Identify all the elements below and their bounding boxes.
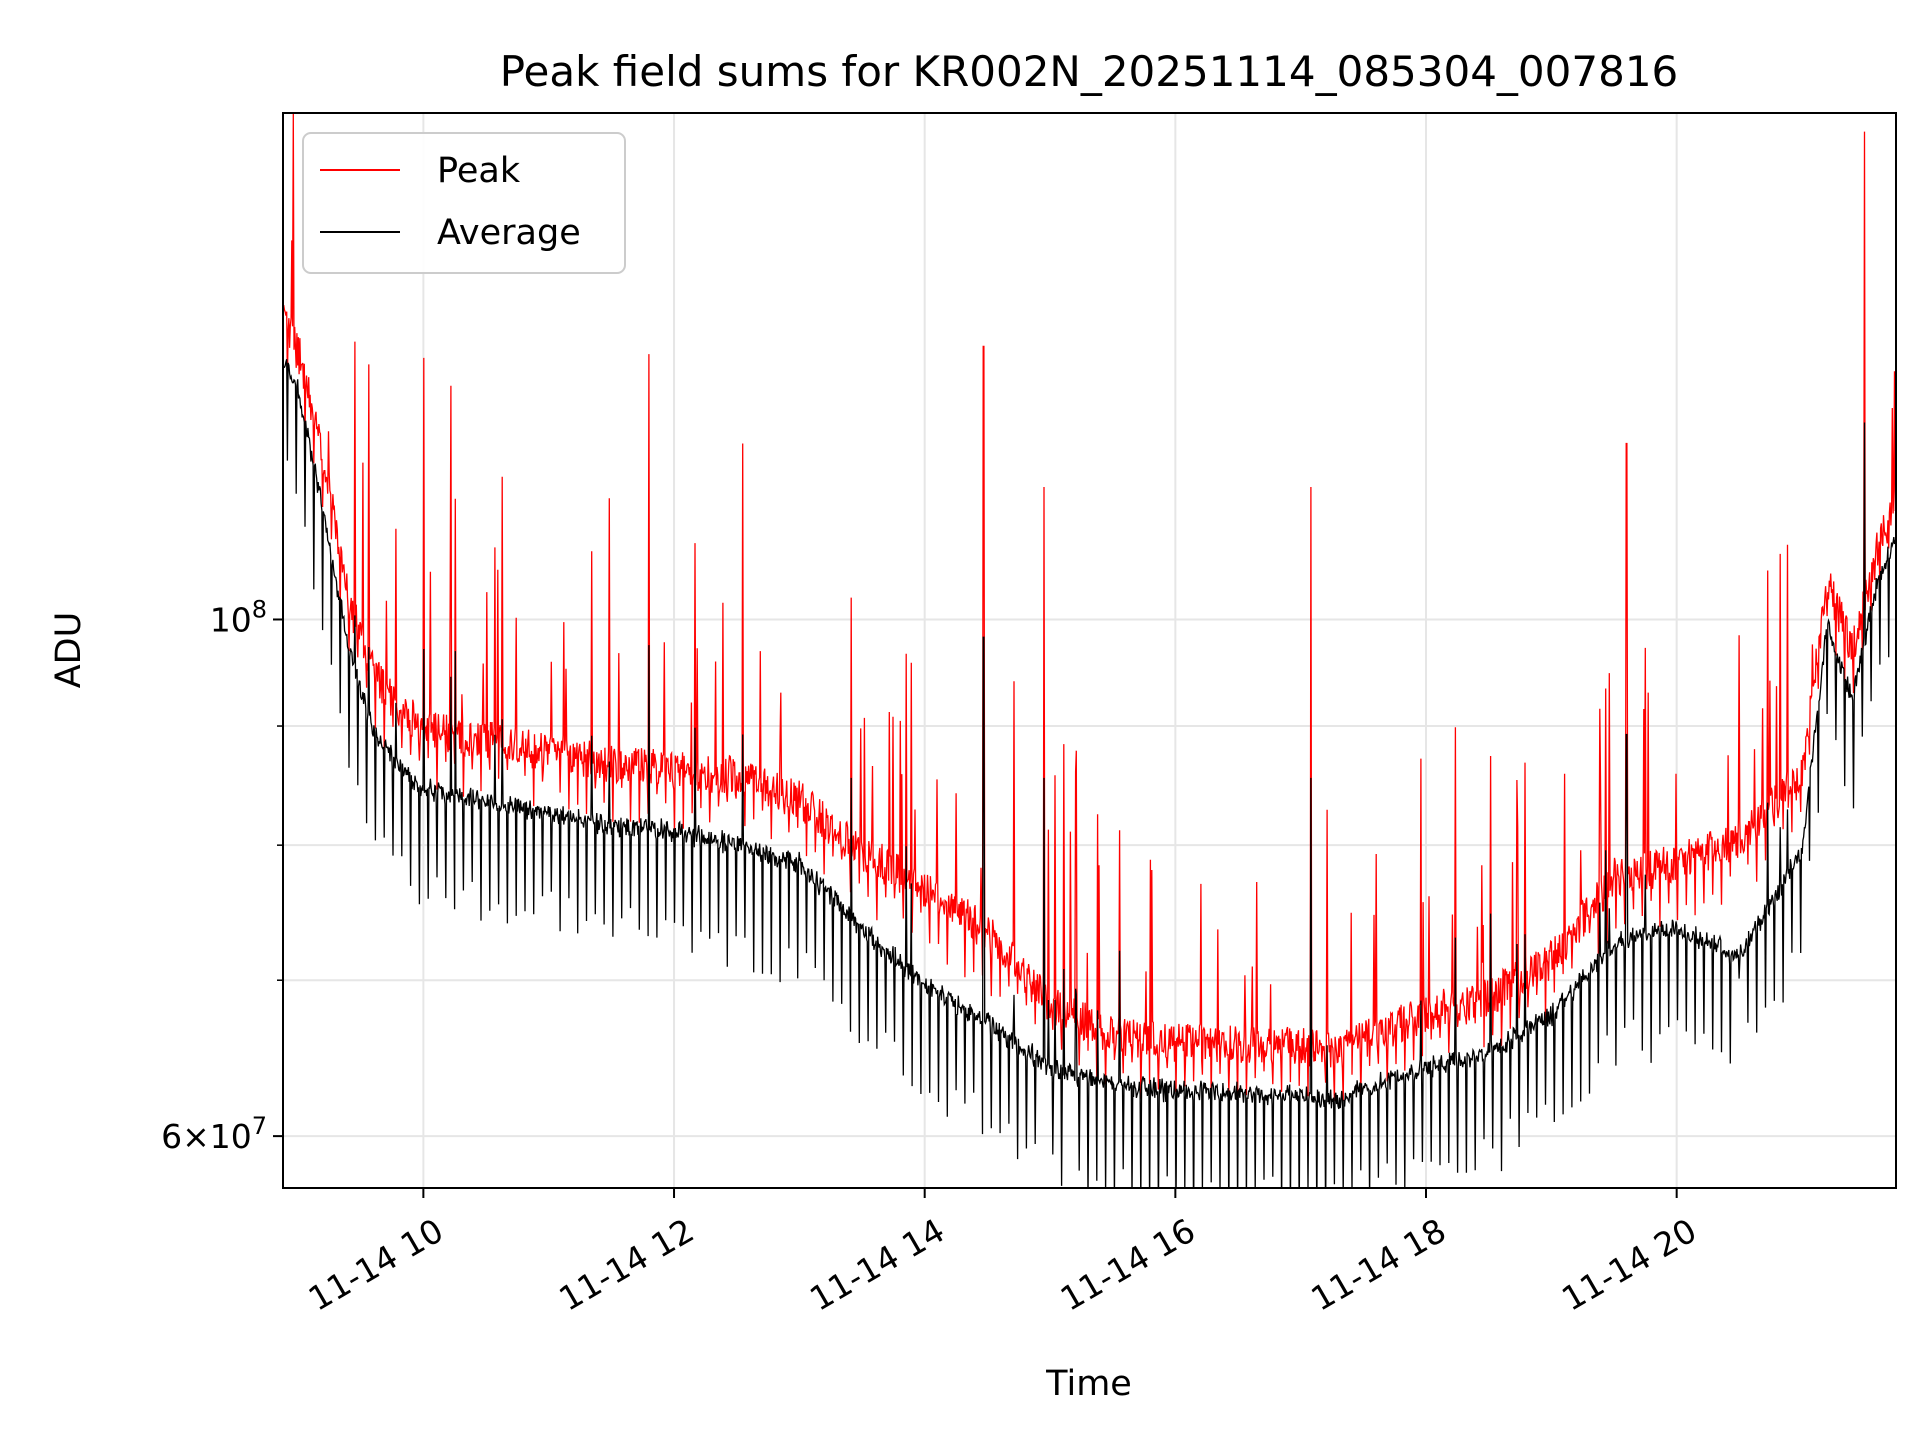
legend: Peak Average — [302, 132, 626, 274]
y-axis: 108 6×107 — [161, 595, 283, 1156]
y-tick-label: 108 — [210, 595, 267, 639]
legend-average-label: Average — [437, 213, 581, 253]
plot-area — [283, 113, 1896, 1188]
y-tick-label: 6×107 — [161, 1112, 267, 1156]
plot-frame — [282, 112, 1897, 1189]
x-axis-label: Time — [1045, 1364, 1132, 1404]
legend-peak-label: Peak — [437, 151, 521, 191]
y-axis-label: ADU — [49, 612, 89, 689]
series-peak-line — [283, 113, 1896, 1102]
chart-title: Peak field sums for KR002N_20251114_0853… — [500, 47, 1679, 96]
series-average-line — [283, 359, 1896, 1188]
legend-box — [302, 132, 626, 274]
